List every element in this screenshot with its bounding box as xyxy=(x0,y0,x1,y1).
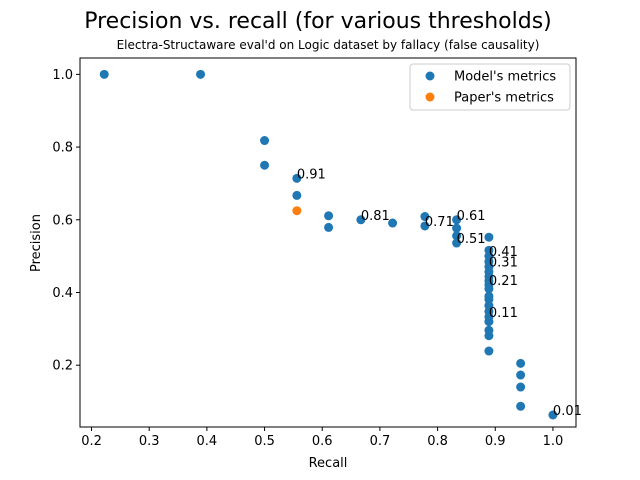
x-tick-label: 0.3 xyxy=(139,434,160,449)
legend: Model's metrics Paper's metrics xyxy=(409,63,571,111)
threshold-annotations: 0.91 0.81 0.71 0.61 0.510.410.31 0.21 0.11 0.01 xyxy=(297,167,582,419)
x-axis-label: Recall xyxy=(309,456,348,471)
y-tick-label: 1.0 xyxy=(52,68,73,83)
model-metric-point xyxy=(484,294,494,304)
model-metric-point xyxy=(99,69,109,79)
x-tick-label: 0.4 xyxy=(197,434,218,449)
model-metric-point xyxy=(324,222,334,232)
data-points xyxy=(99,69,558,420)
model-metric-point xyxy=(292,190,302,200)
legend-box xyxy=(409,63,571,111)
y-axis: 0.2 0.4 0.6 0.8 1.0 xyxy=(52,68,80,374)
model-metric-point xyxy=(516,382,526,392)
chart-title: Precision vs. recall (for various thresh… xyxy=(84,9,552,34)
x-tick-label: 1.0 xyxy=(543,434,564,449)
legend-label-models-metrics: Model's metrics xyxy=(454,70,556,85)
model-metric-point xyxy=(420,212,430,222)
threshold-annotation: 0.01 xyxy=(553,404,582,419)
x-tick-label: 0.7 xyxy=(370,434,391,449)
y-tick-label: 0.2 xyxy=(52,359,73,374)
x-axis: 0.2 0.3 0.4 0.5 0.6 0.7 0.8 0.9 1.0 xyxy=(81,427,563,449)
threshold-annotation: 0.21 xyxy=(489,274,518,289)
y-tick-label: 0.6 xyxy=(52,213,73,228)
model-metric-point xyxy=(388,218,398,228)
model-metric-point xyxy=(548,410,558,420)
y-tick-label: 0.4 xyxy=(52,286,73,301)
model-metric-point xyxy=(324,211,334,221)
model-metric-point xyxy=(484,346,494,356)
model-metric-point xyxy=(196,69,206,79)
model-metric-point xyxy=(484,232,494,242)
legend-marker-models-metrics xyxy=(425,71,435,81)
model-metric-point xyxy=(452,231,462,241)
model-metric-point xyxy=(260,160,270,170)
model-metric-point xyxy=(452,215,462,225)
threshold-annotation: 0.11 xyxy=(489,306,518,321)
x-tick-label: 0.6 xyxy=(312,434,333,449)
x-tick-label: 0.5 xyxy=(254,434,275,449)
threshold-annotation: 0.51 xyxy=(457,232,486,247)
legend-label-papers-metrics: Paper's metrics xyxy=(454,91,554,106)
x-tick-label: 0.8 xyxy=(427,434,448,449)
y-tick-label: 0.8 xyxy=(52,141,73,156)
plot-frame xyxy=(79,57,577,428)
model-metric-point xyxy=(484,317,494,327)
model-metric-point xyxy=(260,136,270,146)
y-axis-label: Precision xyxy=(29,214,44,272)
model-metric-point xyxy=(516,358,526,368)
model-metric-point xyxy=(484,284,494,294)
chart-subtitle: Electra-Structaware eval'd on Logic data… xyxy=(117,38,540,52)
legend-marker-papers-metrics xyxy=(425,92,435,102)
model-metric-point xyxy=(452,238,462,248)
x-tick-label: 0.9 xyxy=(485,434,506,449)
threshold-annotation: 0.81 xyxy=(361,209,390,224)
threshold-annotation: 0.41 xyxy=(489,245,518,260)
model-metric-point xyxy=(356,215,366,225)
model-metric-point xyxy=(516,370,526,380)
threshold-annotation: 0.71 xyxy=(425,215,454,230)
model-metric-point xyxy=(452,223,462,233)
threshold-annotation: 0.61 xyxy=(457,209,486,224)
paper-metric-point xyxy=(292,206,302,216)
threshold-annotation: 0.91 xyxy=(297,167,326,182)
model-metric-point xyxy=(484,331,494,341)
x-tick-label: 0.2 xyxy=(81,434,102,449)
model-metric-point xyxy=(516,401,526,411)
threshold-annotation: 0.31 xyxy=(489,256,518,271)
model-metric-point xyxy=(420,221,430,231)
model-metric-point xyxy=(292,173,302,183)
